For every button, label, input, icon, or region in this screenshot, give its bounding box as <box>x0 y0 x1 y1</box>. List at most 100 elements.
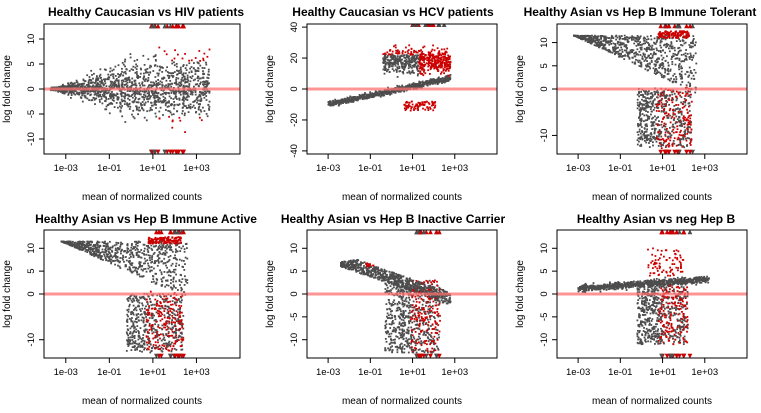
data-point <box>675 115 678 118</box>
data-point <box>654 65 657 67</box>
data-point <box>659 44 662 47</box>
data-point <box>429 61 432 64</box>
data-point <box>175 80 178 83</box>
data-point <box>123 95 125 98</box>
data-point <box>405 54 408 56</box>
data-point <box>60 91 62 93</box>
data-point <box>392 62 395 65</box>
data-point <box>93 247 96 250</box>
data-point <box>649 137 651 140</box>
data-point <box>680 32 682 35</box>
data-point <box>406 60 409 63</box>
data-point <box>156 264 159 267</box>
data-point <box>438 57 440 60</box>
data-point <box>694 41 697 44</box>
data-point <box>79 83 81 86</box>
data-point <box>663 44 665 47</box>
data-point <box>646 48 649 51</box>
data-point <box>199 103 201 106</box>
data-point <box>660 99 663 101</box>
data-point <box>383 90 386 92</box>
data-point <box>109 67 112 70</box>
data-point <box>596 37 599 40</box>
data-point <box>82 92 85 95</box>
data-point <box>82 78 85 81</box>
data-point <box>160 311 163 314</box>
data-point <box>163 316 166 319</box>
data-point <box>669 135 672 138</box>
data-point <box>676 118 679 121</box>
data-point <box>202 70 204 72</box>
data-point <box>151 256 153 259</box>
data-point <box>94 103 96 105</box>
data-point <box>175 77 178 79</box>
data-point <box>168 320 170 323</box>
data-point <box>426 84 429 87</box>
data-point <box>104 108 107 111</box>
data-point <box>96 85 98 88</box>
data-point <box>199 77 202 80</box>
data-point <box>405 46 407 49</box>
data-point <box>132 256 135 259</box>
data-point <box>642 103 644 106</box>
data-point <box>650 97 652 100</box>
panel-title: Healthy Caucasian vs HCV patients <box>292 5 494 19</box>
data-point <box>668 47 670 50</box>
data-point <box>77 247 80 250</box>
clipped-point-marker <box>181 24 187 29</box>
data-point <box>78 91 81 94</box>
data-point <box>146 110 149 113</box>
data-point <box>99 85 102 88</box>
data-point <box>648 97 650 100</box>
data-point <box>134 98 137 101</box>
data-point <box>640 145 643 147</box>
data-point <box>433 49 436 52</box>
data-point <box>448 58 451 60</box>
data-point <box>417 73 419 75</box>
data-point <box>163 92 166 94</box>
data-point <box>597 41 600 44</box>
data-point <box>430 66 433 69</box>
data-point <box>639 110 642 112</box>
data-point <box>161 84 164 86</box>
data-point <box>445 57 448 59</box>
data-point <box>614 45 617 47</box>
data-point <box>636 104 639 107</box>
data-point <box>124 77 127 80</box>
data-point <box>133 60 136 62</box>
data-point <box>674 53 676 56</box>
clipped-point-marker <box>170 149 176 154</box>
data-point <box>405 61 408 64</box>
data-point <box>94 90 97 93</box>
data-point <box>98 99 101 101</box>
data-point <box>429 78 432 81</box>
data-point <box>408 58 411 61</box>
data-point <box>680 73 683 76</box>
data-point <box>671 125 674 128</box>
data-point <box>648 116 651 118</box>
data-point <box>638 95 640 98</box>
data-point <box>434 59 436 62</box>
data-point <box>170 103 172 106</box>
data-point <box>645 57 648 59</box>
data-point <box>406 71 409 74</box>
data-point <box>647 42 649 44</box>
data-point <box>124 121 127 123</box>
data-point <box>421 101 424 104</box>
data-point <box>203 73 206 75</box>
data-point <box>94 97 97 100</box>
data-point <box>652 53 655 56</box>
data-point <box>421 68 423 71</box>
data-point <box>652 67 655 70</box>
data-point <box>664 69 667 72</box>
data-point <box>202 77 205 79</box>
data-point <box>664 133 667 136</box>
data-point <box>417 69 419 72</box>
data-point <box>62 83 64 86</box>
data-point <box>443 78 445 81</box>
data-point <box>683 42 686 45</box>
data-point <box>671 97 674 99</box>
data-point <box>659 35 661 38</box>
data-point <box>657 93 660 96</box>
data-point <box>680 65 683 68</box>
